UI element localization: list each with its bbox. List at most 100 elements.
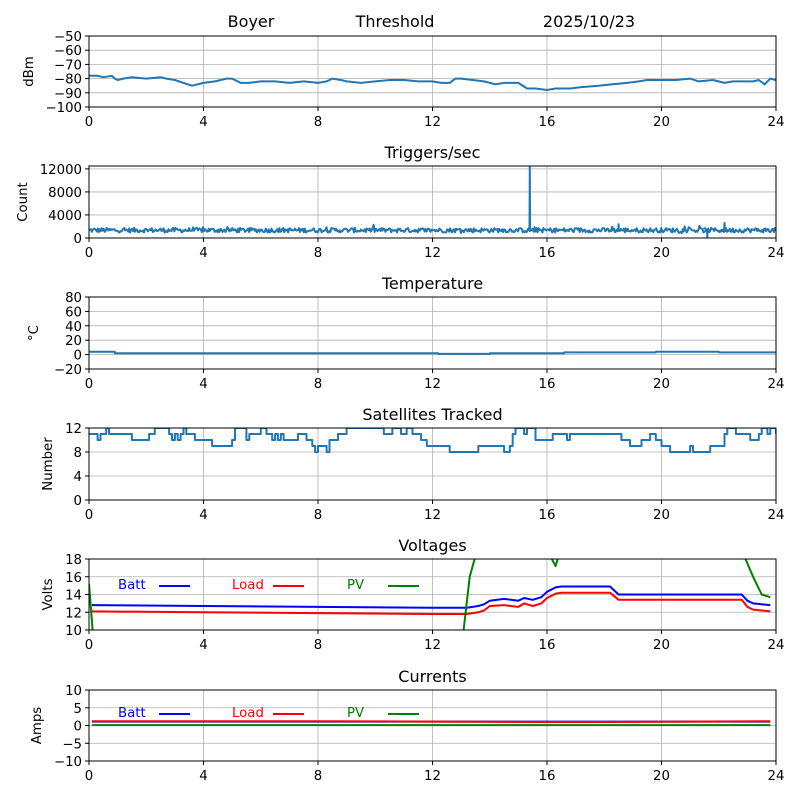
x-tick-label: 16 (539, 115, 556, 130)
legend-item-pv: PV (347, 706, 419, 721)
x-tick-label: 4 (199, 115, 207, 130)
x-tick-label: 20 (653, 377, 670, 392)
series-group (91, 720, 771, 727)
y-tick-label: 14 (65, 589, 82, 604)
legend-label: Load (232, 578, 264, 593)
y-tick-label: 5 (74, 702, 82, 717)
x-tick-label: 0 (85, 377, 93, 392)
legend-label: Batt (118, 578, 146, 593)
y-axis-label: Count (16, 182, 31, 222)
series-line-temperature (89, 350, 776, 355)
y-tick-label: −90 (54, 87, 82, 102)
legend-label: Load (232, 706, 264, 721)
y-tick-label: 12 (65, 606, 82, 621)
x-tick-label: 8 (314, 377, 322, 392)
x-tick-label: 0 (85, 246, 93, 261)
x-tick-label: 20 (653, 769, 670, 784)
legend-label: Batt (118, 706, 146, 721)
subplot-satellites: 0 4 8 12 16 20 24 0 4 8 12 Number Satellites Tracked (41, 405, 784, 523)
legend-item-pv: PV (347, 578, 419, 593)
x-tick-label: 8 (314, 115, 322, 130)
y-tick-label: 20 (65, 334, 82, 349)
y-tick-label: −5 (62, 737, 82, 752)
x-tick-label: 12 (424, 638, 441, 653)
x-tick-label: 12 (424, 377, 441, 392)
header-mode: Threshold (355, 12, 435, 31)
x-tick-label: 16 (539, 769, 556, 784)
x-tick-label: 12 (424, 769, 441, 784)
x-tick-label: 20 (653, 508, 670, 523)
x-tick-label: 8 (314, 246, 322, 261)
legend-item-load: Load (232, 578, 304, 593)
y-tick-label: 10 (65, 684, 82, 699)
series-line-signal (89, 74, 776, 91)
y-tick-label: 60 (65, 305, 82, 320)
y-tick-label: 4000 (48, 209, 82, 224)
legend-item-batt: Batt (118, 578, 190, 593)
y-axis-label: °C (27, 325, 42, 341)
x-tick-label: 4 (199, 508, 207, 523)
x-tick-label: 16 (539, 377, 556, 392)
subplot-currents: 0 4 8 12 16 20 24 −10 −5 0 5 10 Amps Currents Batt Load… (30, 667, 784, 784)
header-site: Boyer (228, 12, 275, 31)
x-tick-label: 24 (768, 769, 785, 784)
x-tick-label: 0 (85, 115, 93, 130)
x-tick-label: 12 (424, 246, 441, 261)
subplot-title: Voltages (398, 536, 466, 555)
y-tick-label: 0 (74, 349, 82, 364)
series-group (89, 559, 771, 630)
y-tick-label: 0 (74, 720, 82, 735)
y-tick-label: −60 (54, 44, 82, 59)
series-line-load (91, 720, 771, 723)
legend-item-load: Load (232, 706, 304, 721)
x-tick-label: 4 (199, 377, 207, 392)
x-tick-label: 24 (768, 115, 785, 130)
y-tick-label: −100 (45, 101, 82, 116)
x-tick-label: 20 (653, 246, 670, 261)
y-tick-label: −10 (54, 755, 82, 770)
x-tick-label: 24 (768, 508, 785, 523)
subplot-voltages: 0 4 8 12 16 20 24 10 12 14 16 18 Volts Voltages Batt Lo… (41, 536, 784, 653)
series-group (89, 350, 776, 355)
x-tick-label: 4 (199, 246, 207, 261)
x-tick-label: 8 (314, 508, 322, 523)
y-tick-label: 4 (74, 470, 82, 485)
legend-item-batt: Batt (118, 706, 190, 721)
y-tick-label: 40 (65, 320, 82, 335)
x-tick-label: 4 (199, 769, 207, 784)
x-tick-label: 16 (539, 246, 556, 261)
y-axis-label: Amps (30, 707, 45, 744)
legend-label: PV (347, 578, 364, 593)
x-tick-label: 24 (768, 246, 785, 261)
x-tick-label: 20 (653, 638, 670, 653)
x-tick-label: 16 (539, 508, 556, 523)
y-tick-label: 0 (74, 494, 82, 509)
y-axis-label: Number (41, 437, 56, 491)
x-tick-label: 12 (424, 115, 441, 130)
y-axis-label: dBm (22, 56, 37, 87)
y-tick-label: 12 (65, 422, 82, 437)
x-tick-label: 24 (768, 638, 785, 653)
y-tick-label: 16 (65, 571, 82, 586)
subplot-title: Temperature (381, 274, 483, 293)
x-tick-label: 16 (539, 638, 556, 653)
y-tick-label: 80 (65, 291, 82, 306)
y-tick-label: 18 (65, 553, 82, 568)
legend-label: PV (347, 706, 364, 721)
y-tick-label: 8 (74, 446, 82, 461)
x-tick-label: 20 (653, 115, 670, 130)
series-group (89, 166, 776, 238)
x-tick-label: 8 (314, 638, 322, 653)
series-line-satellites (89, 428, 776, 453)
subplot-title: Satellites Tracked (362, 405, 502, 424)
series-line-batt (91, 585, 771, 609)
subplot-signal: 0 4 8 12 16 20 24 −100−90−80−70−60−50 dBm (22, 30, 784, 130)
x-tick-label: 0 (85, 769, 93, 784)
y-tick-label: 8000 (48, 186, 82, 201)
x-tick-label: 0 (85, 638, 93, 653)
y-axis-label: Volts (41, 578, 56, 610)
